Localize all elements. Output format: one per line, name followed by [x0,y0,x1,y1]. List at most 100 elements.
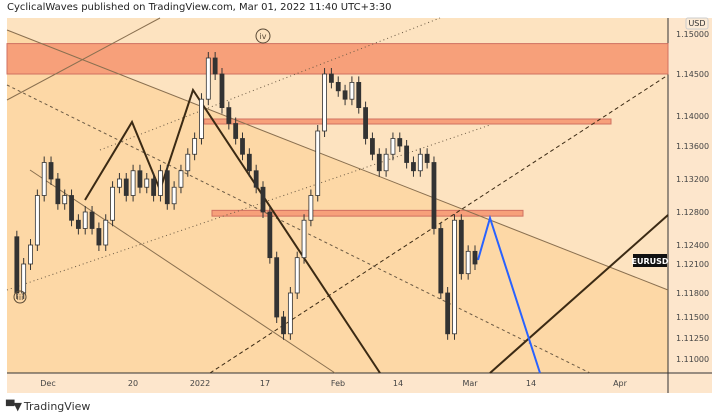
candle-body [130,170,136,196]
candle-body [55,178,61,205]
x-tick-label: Dec [40,379,55,388]
time-axis[interactable] [7,373,712,393]
candle-body [438,228,444,294]
candle-body [301,219,307,259]
dashed-ascending [209,74,669,374]
candle-body [171,186,177,205]
candle-body [185,153,191,172]
y-tick-label: 1.14000 [676,112,709,121]
candle-body [253,170,259,188]
candle-body [41,162,47,196]
publisher-header: CyclicalWaves published on TradingView.c… [7,2,392,13]
candle-body [404,145,410,163]
supply-demand-zone [6,43,669,75]
candle-body [123,178,129,196]
candle-body [424,153,430,163]
y-tick-label: 1.15000 [676,30,709,39]
candle-body [199,98,204,139]
candle-body [458,219,464,275]
candle-body [89,211,95,229]
trendline-upper [6,29,669,291]
dashed-median [6,84,591,374]
price-axis[interactable] [668,18,712,373]
candle-body [110,186,115,221]
candle-body [260,186,266,213]
candle-body [212,57,218,75]
candle-body [164,170,170,205]
wave-circle-iii [13,290,27,304]
y-tick-label: 1.12100 [676,260,709,269]
symbol-label-bg [633,254,667,267]
brand-label: TradingView [23,400,91,413]
candle-body [205,57,211,100]
candle-body [219,73,225,108]
candle-body [349,82,355,100]
y-tick-label: 1.12800 [676,208,709,217]
candle-body [48,162,54,180]
candle-body [452,219,457,335]
candle-body [246,153,252,172]
candle-body [62,195,68,205]
candle-body [281,316,286,335]
candle-body [417,153,423,172]
x-tick-label: 17 [260,379,270,388]
candle-body [96,228,102,246]
candle-body [28,244,33,265]
symbol-label: EURUSD [631,257,668,266]
candle-body [144,178,150,188]
wave-label-iii: iii [17,293,24,302]
candle-body [315,130,321,196]
candle-body [390,138,396,155]
candle-body [342,90,348,100]
candle-body [383,153,389,172]
candle-body [34,195,40,246]
candle-body [411,162,416,172]
footer: ▀▼ TradingView [6,400,90,413]
candle-body [274,257,280,318]
candle-body [356,82,362,109]
candle-body [308,195,314,221]
y-tick-label: 1.11500 [676,313,709,322]
candle-body [287,292,293,335]
y-tick-label: 1.13200 [676,175,709,184]
y-tick-label: 1.14500 [676,70,709,79]
projection-path [477,214,541,374]
x-tick-label: 2022 [190,379,210,388]
candle-body [328,73,334,83]
wave-circle-iv [255,28,271,44]
candle-body [335,82,341,92]
candle-body [69,195,74,221]
candle-body [21,263,27,294]
candle-body [445,292,451,335]
x-tick-label: 14 [393,379,403,388]
candle-body [465,250,471,275]
x-tick-label: 20 [128,379,138,388]
candles [14,52,478,340]
tradingview-logo-icon: ▀▼ [6,400,22,413]
candle-body [240,138,245,155]
candle-body [158,170,163,196]
y-tick-label: 1.12400 [676,241,709,250]
currency-badge[interactable] [685,17,709,30]
candle-body [14,236,20,294]
candle-body [226,107,232,124]
trendline-left [6,17,161,101]
candle-body [472,250,478,265]
candle-body [363,107,368,139]
candle-body [117,178,122,188]
wave-label-iv: iv [260,32,267,41]
candle-body [137,170,143,188]
candle-body [82,211,88,229]
zones [6,43,669,217]
channel-fill [7,30,668,373]
candle-body [370,138,375,155]
candle-body [151,178,157,196]
candle-body [178,170,184,188]
y-tick-label: 1.13600 [676,142,709,151]
candle-body [192,138,198,155]
trendline-lower [29,169,336,374]
x-tick-label: Mar [462,379,478,388]
y-ticks: 1.15000 1.14500 1.14000 1.13600 1.13200 1.128… [676,30,709,364]
dotted-channel-upper [99,17,441,151]
